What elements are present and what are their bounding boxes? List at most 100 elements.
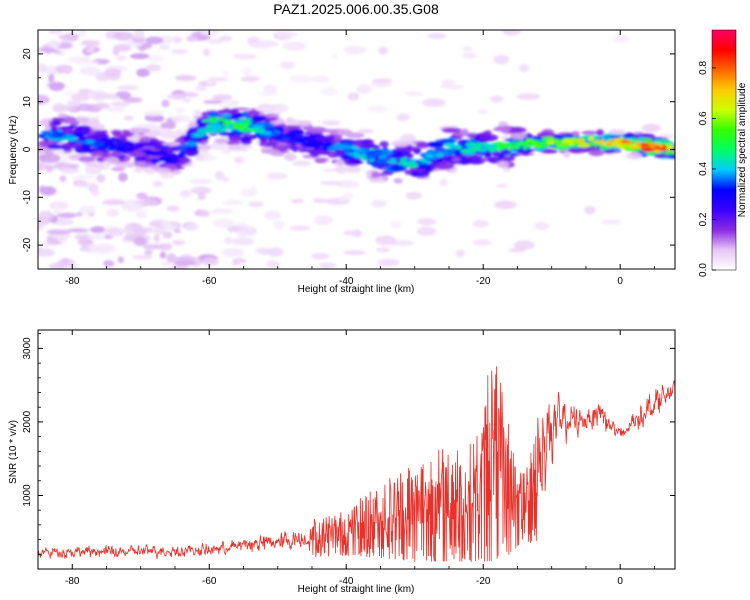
spectrogram-cell <box>360 139 372 144</box>
spectrogram-cell <box>144 168 156 175</box>
spectrogram-cell <box>48 30 63 34</box>
spectrogram-cell <box>249 42 274 49</box>
spectrogram-cell <box>206 80 214 86</box>
spectrogram-cell <box>53 105 77 112</box>
spectrogram-cell <box>203 48 210 57</box>
spectrogram-cell <box>115 55 127 61</box>
spectrogram-cell <box>463 154 483 159</box>
spectrogram-cell <box>78 30 86 38</box>
spectrogram-cell <box>123 97 143 103</box>
spectrogram-cell <box>90 123 105 131</box>
spectrogram-cell <box>38 185 47 194</box>
spectrogram-cell <box>397 162 411 166</box>
spectrogram-cell <box>462 52 477 59</box>
spectrogram-cell <box>136 192 148 200</box>
spectrogram-cell <box>365 154 376 160</box>
spectrogram-cell <box>322 168 337 172</box>
spectrogram-y-ticks: -20 -10 0 10 20 <box>22 29 675 270</box>
spectrogram-cell <box>185 141 198 147</box>
spectrogram-cell <box>133 166 143 173</box>
spectrogram-cell <box>52 205 62 214</box>
spectrogram-cell <box>272 136 285 140</box>
spectrogram-cell <box>274 31 298 37</box>
spectrogram-cell <box>152 181 163 187</box>
spectrogram-cell <box>640 145 646 150</box>
spectrogram-cell <box>38 210 54 221</box>
spectrogram-cell <box>145 64 162 72</box>
spectrogram-cell <box>201 119 214 123</box>
spectrogram-cell <box>136 210 148 219</box>
spectrogram-cell <box>76 212 83 217</box>
spectrogram-cell <box>93 102 111 109</box>
spectrogram-cell <box>273 219 285 230</box>
y-tick-label: 20 <box>22 48 33 60</box>
spectrogram-cell <box>307 137 315 143</box>
spectrogram-cell <box>179 189 192 198</box>
spectrogram-cell <box>284 153 297 161</box>
spectrogram-cell <box>541 137 548 142</box>
spectrogram-cell <box>63 69 72 75</box>
spectrogram-cell <box>274 119 286 124</box>
spectrogram-panel: -80 -60 -40 -20 0 -20 -10 0 10 20 Height of stra… <box>8 29 676 295</box>
spectrogram-cell <box>251 118 265 122</box>
colorbar-tick-label: 0.8 <box>698 61 709 75</box>
spectrogram-cell <box>257 91 279 97</box>
spectrogram-cell <box>263 84 278 94</box>
spectrogram-cell <box>264 130 272 135</box>
spectrogram-cell <box>38 63 47 73</box>
spectrogram-cell <box>63 149 72 153</box>
spectrogram-cell <box>487 158 495 163</box>
x-tick-label: -20 <box>476 576 491 587</box>
colorbar-label: Normalized spectral amplitude <box>737 82 748 217</box>
spectrogram-cell <box>498 121 508 127</box>
spectrogram-cell <box>291 146 299 152</box>
spectrogram-cell <box>500 145 506 150</box>
spectrogram-cell <box>243 67 252 76</box>
y-tick-label: -10 <box>22 190 33 205</box>
spectrogram-cell <box>221 177 230 182</box>
x-tick-label: -80 <box>65 576 80 587</box>
spectrogram-cell <box>68 124 77 129</box>
spectrogram-cell <box>106 209 119 217</box>
spectrogram-cell <box>579 143 589 146</box>
spectrogram-cell <box>247 110 260 116</box>
spectrogram-cell <box>588 136 595 142</box>
spectrogram-cell <box>454 146 462 150</box>
spectrogram-cell <box>626 151 643 160</box>
spectrogram-cell <box>344 149 350 154</box>
spectrogram-cell <box>473 145 483 151</box>
spectrogram-cell <box>311 253 330 260</box>
spectrogram-cell <box>224 237 233 245</box>
spectrogram-cell <box>472 239 492 246</box>
spectrogram-cell <box>137 155 146 162</box>
spectrogram-cell <box>172 36 183 44</box>
spectrogram-cell <box>95 130 107 135</box>
spectrogram-cell <box>93 141 105 147</box>
spectrogram-cell <box>59 217 69 227</box>
spectrogram-cell <box>320 87 338 96</box>
spectrogram-cell <box>105 227 125 237</box>
spectrogram-cell <box>106 106 125 113</box>
spectrogram-cell <box>79 205 97 215</box>
spectrogram-cell <box>466 144 474 148</box>
spectrogram-cell <box>641 148 654 152</box>
spectrogram-cell <box>78 88 93 95</box>
spectrogram-cell <box>59 167 80 174</box>
spectrogram-cell <box>218 131 235 137</box>
spectrogram-cell <box>354 148 367 154</box>
spectrogram-cell <box>249 115 268 120</box>
spectrogram-cell <box>84 139 96 145</box>
spectrogram-cell <box>346 132 365 139</box>
spectrogram-cell <box>451 157 461 163</box>
spectrogram-cell <box>327 146 337 152</box>
spectrogram-cell <box>92 243 116 254</box>
spectrogram-cell <box>179 148 187 152</box>
snr-x-ticks: -80 -60 -40 -20 0 <box>37 330 655 587</box>
spectrogram-cell <box>209 143 225 150</box>
spectrogram-cell <box>115 147 128 152</box>
spectrogram-cell <box>267 247 284 257</box>
spectrogram-cells <box>38 30 675 269</box>
spectrogram-cell <box>53 131 67 137</box>
spectrogram-cell <box>133 30 145 39</box>
spectrogram-cell <box>563 138 577 143</box>
